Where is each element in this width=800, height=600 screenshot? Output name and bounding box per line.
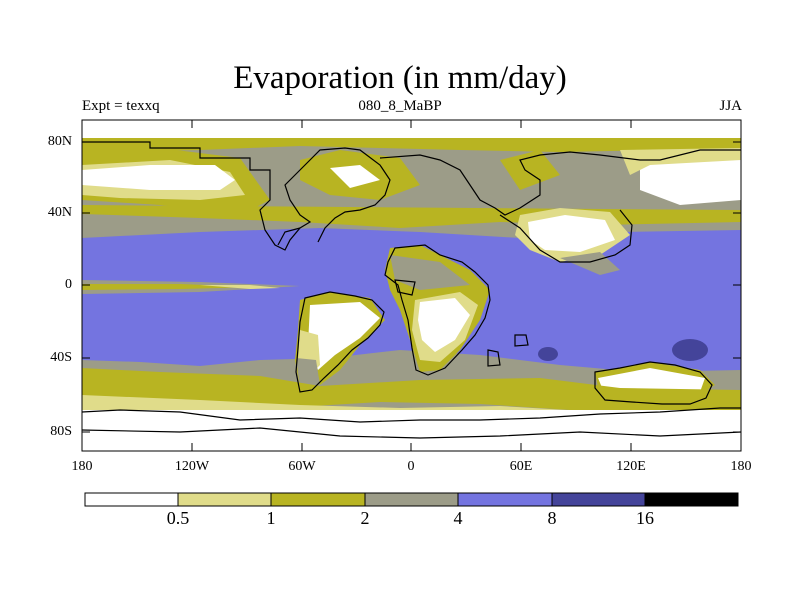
colorbar-swatch-6 [551,492,646,507]
lon-label-180e: 180 [730,459,752,474]
colorbar-swatch-2 [177,492,272,507]
colorbar-label-2: 2 [360,508,370,528]
lon-label-0: 0 [407,459,415,474]
colorbar-swatch-7 [644,492,739,507]
lat-label-80n: 80N [47,134,72,149]
colorbar-swatch-1 [84,492,179,507]
colorbar-label-4: 4 [453,508,463,528]
lat-label-40s: 40S [50,350,72,365]
evaporation-field [82,120,741,451]
lon-label-60w: 60W [288,459,316,474]
lon-label-180w: 180 [71,459,93,474]
colorbar-label-0-5: 0.5 [166,508,190,528]
period-label: 080_8_MaBP [358,98,442,114]
lon-label-60e: 60E [509,459,533,474]
colorbar [84,492,739,507]
lat-label-80s: 80S [50,424,72,439]
colorbar-swatch-4 [364,492,459,507]
axis-ticks [81,120,742,451]
experiment-label: Expt = texxq [82,98,160,114]
lon-label-120e: 120E [616,459,646,474]
lat-label-40n: 40N [47,205,72,220]
colorbar-swatch-5 [457,492,553,507]
lat-label-0: 0 [65,277,72,292]
map-title: Evaporation (in mm/day) [233,60,567,96]
colorbar-label-16: 16 [636,508,654,528]
colorbar-label-8: 8 [547,508,557,528]
colorbar-label-1: 1 [266,508,276,528]
season-label: JJA [719,98,742,114]
colorbar-swatch-3 [270,492,366,507]
lon-label-120w: 120W [174,459,210,474]
